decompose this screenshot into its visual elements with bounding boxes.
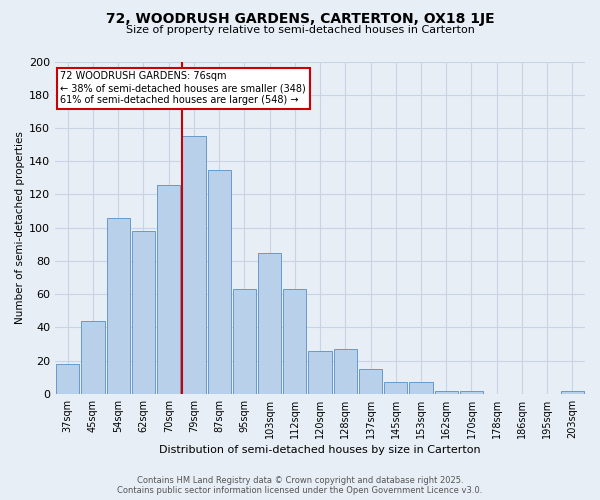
Bar	[308, 350, 332, 394]
Bar	[208, 170, 231, 394]
Bar	[258, 252, 281, 394]
Bar	[409, 382, 433, 394]
Bar	[359, 369, 382, 394]
Bar	[561, 390, 584, 394]
Text: Size of property relative to semi-detached houses in Carterton: Size of property relative to semi-detach…	[125, 25, 475, 35]
Bar	[434, 390, 458, 394]
Bar	[107, 218, 130, 394]
Text: 72, WOODRUSH GARDENS, CARTERTON, OX18 1JE: 72, WOODRUSH GARDENS, CARTERTON, OX18 1J…	[106, 12, 494, 26]
Bar	[157, 184, 180, 394]
Bar	[82, 321, 104, 394]
Bar	[56, 364, 79, 394]
Bar	[460, 390, 483, 394]
Text: Contains HM Land Registry data © Crown copyright and database right 2025.
Contai: Contains HM Land Registry data © Crown c…	[118, 476, 482, 495]
Y-axis label: Number of semi-detached properties: Number of semi-detached properties	[15, 132, 25, 324]
Text: 72 WOODRUSH GARDENS: 76sqm
← 38% of semi-detached houses are smaller (348)
61% o: 72 WOODRUSH GARDENS: 76sqm ← 38% of semi…	[61, 72, 306, 104]
Bar	[334, 349, 357, 394]
Bar	[384, 382, 407, 394]
Bar	[283, 289, 307, 394]
Bar	[182, 136, 206, 394]
Bar	[132, 231, 155, 394]
X-axis label: Distribution of semi-detached houses by size in Carterton: Distribution of semi-detached houses by …	[159, 445, 481, 455]
Bar	[233, 289, 256, 394]
